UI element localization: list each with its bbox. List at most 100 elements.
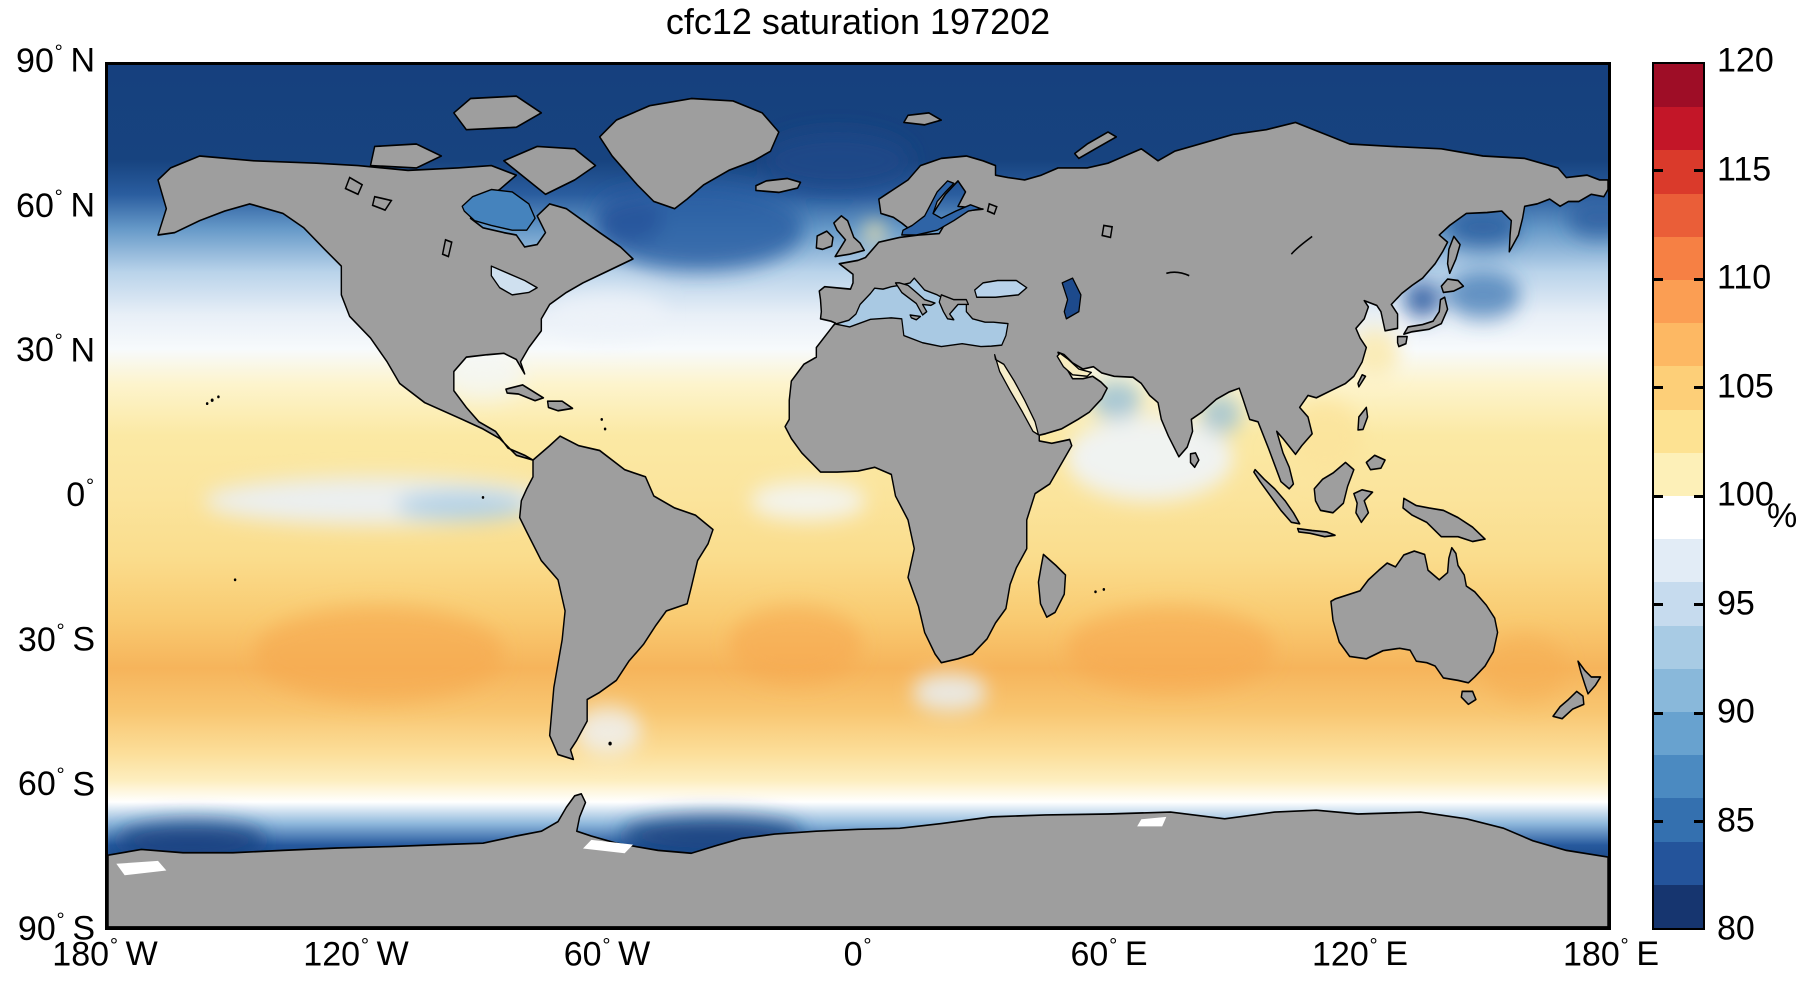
- land-novaya-zemlya: [1073, 131, 1118, 160]
- colorbar-band-8: [1654, 409, 1703, 453]
- land-greece: [938, 294, 970, 321]
- land-sri-lanka: [1189, 452, 1200, 469]
- colorbar-band-18: [1654, 841, 1703, 885]
- colorbar-band-10: [1654, 496, 1703, 540]
- x-tick-label-120W: 120° W: [303, 935, 409, 974]
- sea-caspian: [1061, 277, 1082, 320]
- land-tasmania: [1460, 690, 1477, 706]
- lake-balkhash: [1166, 271, 1190, 277]
- feature-south-indian-gyre-high: [1066, 606, 1275, 693]
- colorbar-tick-90-right: [1694, 711, 1703, 715]
- land-sumatra: [1253, 468, 1301, 525]
- land-great-britain: [833, 215, 865, 258]
- colorbar-band-16: [1654, 755, 1703, 799]
- colorbar-tick-85-right: [1694, 820, 1703, 823]
- island-antilles-1: [600, 417, 603, 421]
- feature-caribbean-gulf-white: [441, 352, 525, 401]
- land-mindanao: [1365, 454, 1386, 471]
- colorbar-tick-95-left: [1654, 603, 1663, 606]
- land-madagascar: [1037, 553, 1067, 618]
- colorbar-band-15: [1654, 712, 1703, 756]
- colorbar-tick-115-left: [1654, 169, 1663, 172]
- feature-equatorial-pacific-cold-tongue: [395, 491, 529, 520]
- sea-persian-gulf: [1056, 352, 1092, 377]
- colorbar-unit-label: %: [1767, 497, 1798, 535]
- colorbar-band-11: [1654, 539, 1703, 583]
- colorbar-label-85: 85: [1717, 801, 1755, 840]
- land-italy: [894, 282, 936, 316]
- land-sakhalin: [1446, 235, 1461, 275]
- land-honshu: [1403, 296, 1449, 335]
- feature-south-atlantic-gyre-high: [728, 606, 863, 683]
- land-new-guinea: [1402, 497, 1486, 543]
- feature-tasman-sea-high: [1483, 634, 1567, 702]
- land-antarctica: [108, 793, 1608, 927]
- colorbar-band-1: [1654, 107, 1703, 151]
- colorbar-band-6: [1654, 323, 1703, 367]
- colorbar-band-4: [1654, 236, 1703, 281]
- colorbar-band-19: [1654, 884, 1703, 929]
- colorbar-tick-115-right: [1694, 169, 1703, 172]
- lake-outlines: [344, 176, 1313, 277]
- feature-okhotsk-sea-low: [1445, 208, 1521, 247]
- island-tahiti: [233, 578, 237, 582]
- island-mascarene-2: [1102, 587, 1106, 591]
- x-tick-label-180E: 180° E: [1563, 935, 1659, 974]
- amery-ice-shelf: [1137, 816, 1167, 827]
- y-tick-label-60N: 60° N: [16, 186, 95, 225]
- land-borneo: [1313, 461, 1355, 514]
- island-hawaii-3: [205, 402, 209, 406]
- y-tick-label-0: 0°: [66, 475, 95, 514]
- colorbar-tick-90-left: [1654, 711, 1663, 715]
- ronne-ice-shelf: [583, 839, 633, 854]
- island-antilles-2: [603, 427, 607, 431]
- y-tick-label-90N: 90° N: [16, 41, 95, 80]
- y-tick-label-60S: 60° S: [17, 764, 95, 804]
- land-south-america: [518, 435, 714, 761]
- y-tick-label-30N: 30° N: [16, 330, 95, 370]
- land-sulawesi: [1353, 488, 1374, 524]
- land-svalbard: [903, 112, 943, 126]
- land-hispaniola: [546, 400, 574, 412]
- colorbar-tick-100-right: [1694, 494, 1703, 498]
- y-tick-label-30S: 30° S: [17, 620, 95, 659]
- land-cuba: [505, 384, 545, 402]
- colorbar-tick-100-left: [1654, 494, 1663, 498]
- map-plot-area: [105, 62, 1611, 930]
- land-new-zealand-north: [1577, 660, 1602, 695]
- feature-labrador-sea-low: [595, 194, 663, 243]
- land-afro-eurasia: [784, 121, 1608, 664]
- feature-oyashio-kuroshio-low: [1445, 270, 1521, 319]
- colorbar-band-3: [1654, 193, 1703, 237]
- land-sicily: [909, 314, 922, 321]
- colorbar-tick-95-right: [1694, 603, 1703, 606]
- colorbar-band-13: [1654, 625, 1703, 669]
- colorbar-tick-110-left: [1654, 277, 1663, 281]
- colorbar-label-110: 110: [1717, 258, 1772, 297]
- ross-ice-shelf: [116, 860, 167, 876]
- land-baffin-island: [503, 145, 597, 196]
- feature-gulf-stream-band-white: [549, 290, 667, 338]
- land-taiwan: [1357, 374, 1367, 388]
- small-island-dots: [205, 395, 1106, 746]
- colorbar: [1652, 62, 1705, 930]
- island-falkland: [608, 741, 612, 746]
- land-iceland: [755, 177, 802, 194]
- ocean-anomaly-features: [116, 132, 1608, 860]
- x-tick-label-120E: 120° E: [1312, 935, 1408, 974]
- chart-title: cfc12 saturation 197202: [665, 1, 1051, 42]
- feature-norwegian-greenland-sea-low: [762, 132, 913, 190]
- colorbar-label-95: 95: [1717, 584, 1755, 623]
- land-greenland: [598, 97, 780, 210]
- colorbar-tick-110-right: [1694, 277, 1703, 281]
- lake-great-bear: [344, 176, 364, 196]
- lake-baikal: [1290, 235, 1313, 255]
- feature-japan-sea-low: [1403, 282, 1442, 317]
- x-tick-label-180W: 180° W: [52, 935, 158, 974]
- colorbar-label-100: 100: [1717, 475, 1774, 514]
- lake-winnipeg: [441, 238, 453, 258]
- land-ellesmere-island: [453, 95, 543, 131]
- sea-hudson-bay: [461, 188, 536, 231]
- mediterranean-peninsulas: [894, 282, 970, 321]
